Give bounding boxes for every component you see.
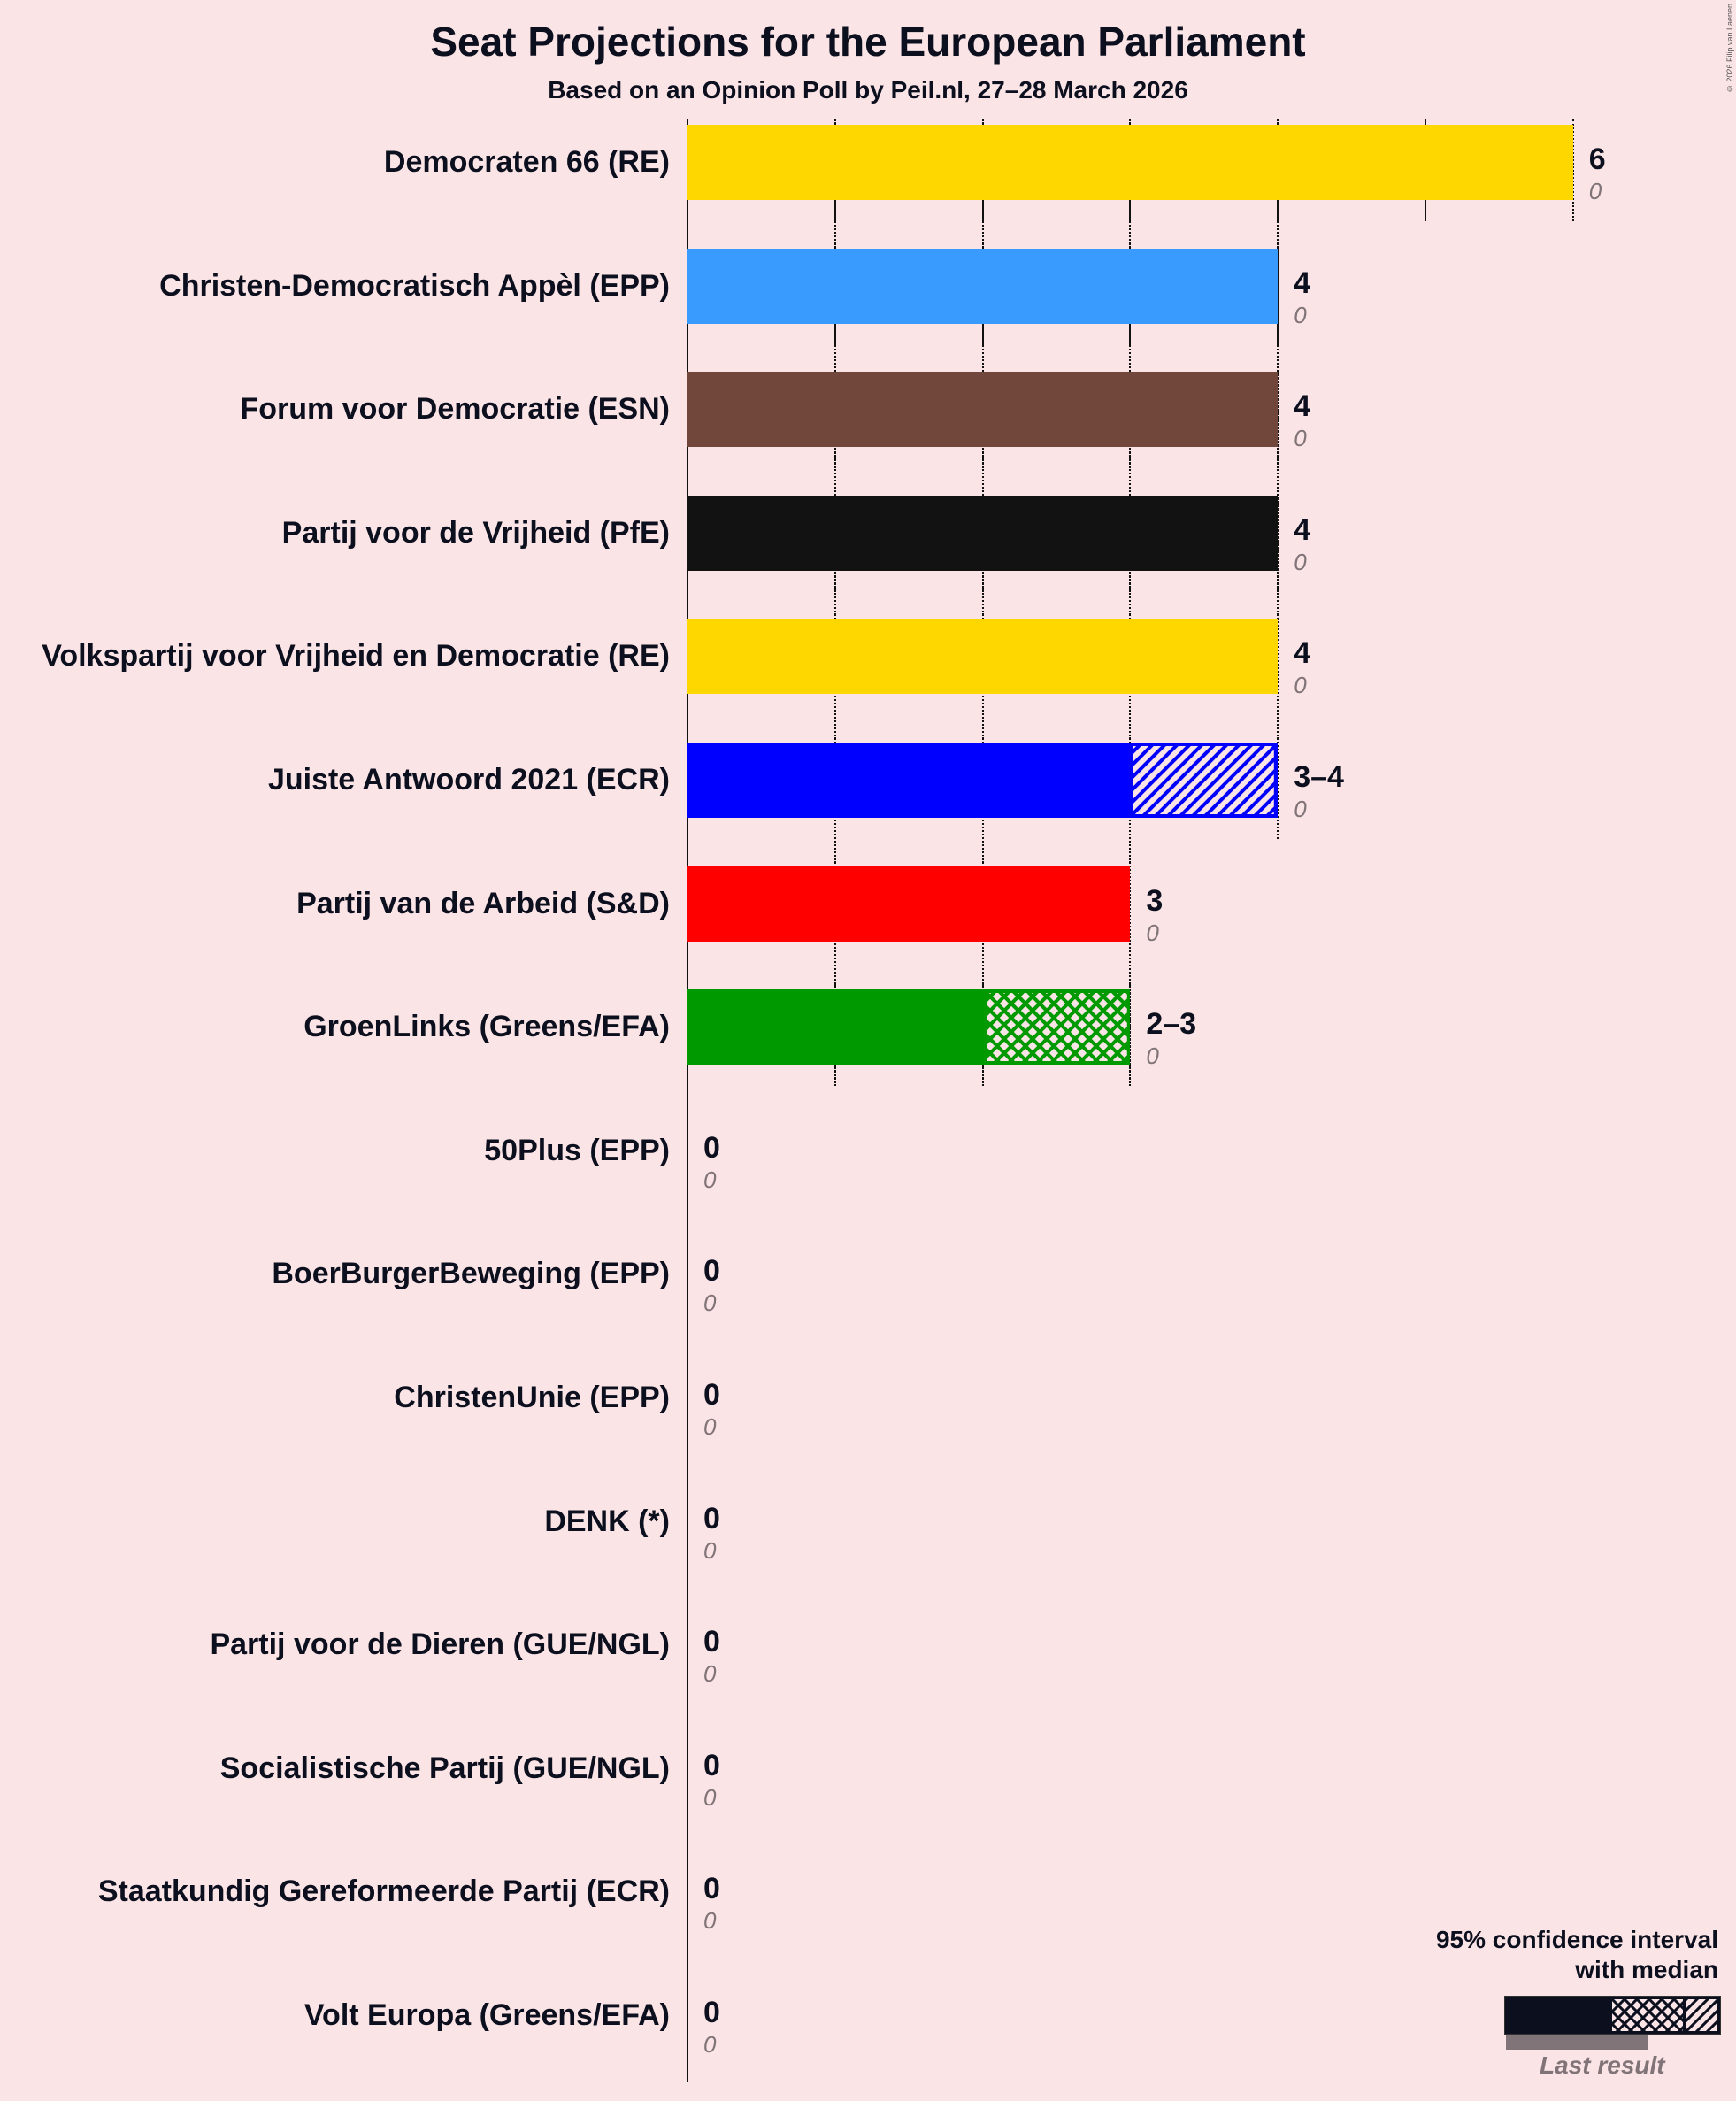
- seat-bar: [687, 125, 1573, 200]
- gridline: [1129, 119, 1132, 1087]
- party-label: BoerBurgerBeweging (EPP): [272, 1257, 670, 1291]
- gridline: [981, 119, 984, 1087]
- seat-value-label: 4: [1294, 266, 1311, 300]
- legend-title: 95% confidence interval with median: [1435, 1926, 1718, 1983]
- legend-crosshatch-swatch: [1612, 1999, 1683, 2031]
- party-label: DENK (*): [544, 1504, 670, 1538]
- party-label: Democraten 66 (RE): [383, 145, 670, 179]
- party-label: 50Plus (EPP): [484, 1133, 670, 1167]
- seat-bar: [687, 989, 983, 1066]
- last-result-label: 0: [703, 1413, 717, 1440]
- seat-bar: [687, 372, 1279, 448]
- party-label: Christen-Democratisch Appèl (EPP): [159, 268, 670, 303]
- seat-bar: [687, 248, 1279, 324]
- chart-title: Seat Projections for the European Parlia…: [430, 19, 1306, 65]
- last-result-label: 0: [1588, 178, 1602, 204]
- party-label: Volkspartij voor Vrijheid en Democratie …: [42, 639, 670, 673]
- last-result-label: 0: [1294, 672, 1307, 699]
- seat-value-label: 4: [1294, 389, 1311, 424]
- seat-value-label: 0: [703, 1872, 720, 1906]
- seat-value-label: 6: [1588, 142, 1606, 176]
- seat-bar: [687, 866, 1131, 942]
- party-label: Partij voor de Dieren (GUE/NGL): [210, 1628, 670, 1662]
- last-result-label: 0: [703, 1783, 717, 1811]
- seat-value-label: 2–3: [1146, 1007, 1197, 1042]
- last-result-label: 0: [1294, 548, 1307, 575]
- seat-value-label: 3–4: [1294, 760, 1344, 794]
- last-result-label: 0: [1294, 796, 1307, 822]
- seat-value-label: 0: [703, 1378, 720, 1412]
- last-result-label: 0: [703, 2031, 717, 2058]
- last-result-label: 0: [703, 1660, 717, 1688]
- party-label: Partij van de Arbeid (S&D): [296, 886, 670, 920]
- gridline: [1277, 119, 1279, 839]
- seat-bar: [687, 619, 1279, 695]
- last-result-label: 0: [703, 1166, 717, 1193]
- last-result-label: 0: [703, 1907, 717, 1935]
- party-label: Forum voor Democratie (ESN): [240, 392, 670, 427]
- diagonal-hatch-interval: [1130, 743, 1279, 818]
- party-label: Socialistische Partij (GUE/NGL): [219, 1751, 670, 1785]
- seat-value-label: 3: [1146, 883, 1164, 918]
- gridline: [1571, 119, 1574, 221]
- party-label: Juiste Antwoord 2021 (ECR): [267, 763, 670, 797]
- seat-value-label: 0: [703, 1254, 720, 1289]
- seat-value-label: 0: [703, 1748, 720, 1782]
- party-label: GroenLinks (Greens/EFA): [303, 1010, 670, 1044]
- legend-diagonal-swatch: [1686, 1999, 1717, 2031]
- seat-value-label: 0: [703, 1996, 720, 2029]
- gridline: [833, 119, 836, 1087]
- seat-bar: [687, 743, 1131, 818]
- legend-last-result-label: Last result: [1540, 2051, 1665, 2079]
- seat-value-label: 0: [703, 1625, 720, 1659]
- seat-value-label: 0: [703, 1501, 720, 1535]
- last-result-label: 0: [703, 1536, 717, 1564]
- party-label: ChristenUnie (EPP): [394, 1381, 670, 1414]
- party-label: Staatkundig Gereformeerde Partij (ECR): [97, 1874, 670, 1909]
- party-label: Partij voor de Vrijheid (PfE): [281, 515, 670, 550]
- last-result-label: 0: [1294, 425, 1307, 452]
- seat-value-label: 0: [703, 1130, 720, 1165]
- last-result-label: 0: [1146, 1043, 1159, 1070]
- y-axis-line: [687, 119, 688, 2082]
- seat-value-label: 4: [1294, 636, 1311, 671]
- chart-subtitle: Based on an Opinion Poll by Peil.nl, 27–…: [548, 76, 1188, 104]
- last-result-label: 0: [1294, 301, 1307, 328]
- party-label: Volt Europa (Greens/EFA): [303, 1998, 670, 2032]
- seat-value-label: 4: [1294, 512, 1311, 547]
- last-result-label: 0: [703, 1289, 717, 1317]
- last-result-label: 0: [1146, 919, 1159, 946]
- crosshatch-interval: [982, 989, 1131, 1066]
- legend-last-result-swatch: [1506, 2035, 1648, 2050]
- seat-bar: [687, 495, 1279, 571]
